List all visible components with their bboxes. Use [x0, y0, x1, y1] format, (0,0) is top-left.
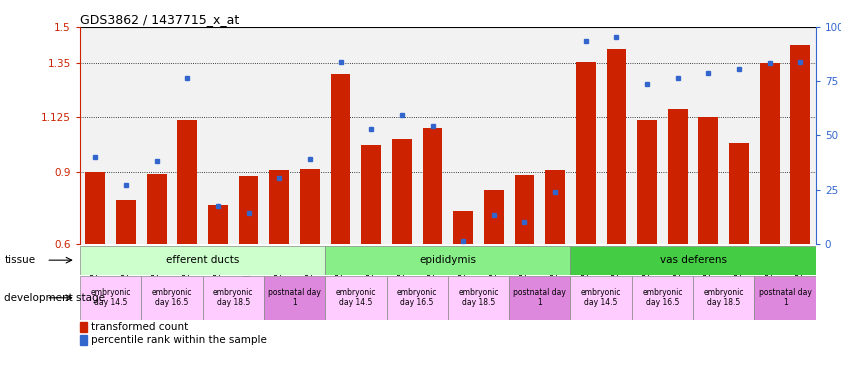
Bar	[264, 276, 325, 320]
Bar	[80, 322, 87, 332]
Text: postnatal day
1: postnatal day 1	[513, 288, 566, 308]
Bar	[362, 145, 381, 244]
Text: postnatal day
1: postnatal day 1	[759, 288, 812, 308]
Text: embryonic
day 18.5: embryonic day 18.5	[458, 288, 499, 308]
Text: embryonic
day 14.5: embryonic day 14.5	[336, 288, 376, 308]
Bar	[637, 120, 657, 244]
Bar	[545, 170, 565, 244]
Bar	[570, 246, 816, 275]
Bar	[453, 211, 473, 244]
Bar	[576, 62, 595, 244]
Text: postnatal day
1: postnatal day 1	[268, 288, 321, 308]
Text: tissue: tissue	[4, 255, 35, 265]
Bar	[208, 205, 228, 244]
Bar	[80, 246, 325, 275]
Bar	[85, 172, 105, 244]
Bar	[80, 276, 141, 320]
Bar	[269, 170, 289, 244]
Bar	[509, 276, 570, 320]
Text: percentile rank within the sample: percentile rank within the sample	[91, 335, 267, 345]
Bar	[392, 139, 412, 244]
Bar	[693, 276, 754, 320]
Bar	[754, 276, 816, 320]
Bar	[80, 335, 87, 344]
Text: embryonic
day 18.5: embryonic day 18.5	[213, 288, 253, 308]
Text: embryonic
day 16.5: embryonic day 16.5	[397, 288, 437, 308]
Bar	[300, 169, 320, 244]
Text: embryonic
day 16.5: embryonic day 16.5	[643, 288, 683, 308]
Bar	[422, 128, 442, 244]
Bar	[515, 175, 534, 244]
Bar	[116, 200, 136, 244]
Text: embryonic
day 14.5: embryonic day 14.5	[90, 288, 131, 308]
Bar	[606, 48, 627, 244]
Bar	[331, 74, 351, 244]
Bar	[177, 120, 197, 244]
Text: epididymis: epididymis	[420, 255, 476, 265]
Bar	[791, 45, 811, 244]
Bar	[759, 63, 780, 244]
Bar	[146, 174, 167, 244]
Bar	[484, 190, 504, 244]
Bar	[729, 142, 749, 244]
Bar	[632, 276, 693, 320]
Text: vas deferens: vas deferens	[659, 255, 727, 265]
Text: development stage: development stage	[4, 293, 105, 303]
Bar	[141, 276, 203, 320]
Text: embryonic
day 16.5: embryonic day 16.5	[151, 288, 192, 308]
Text: GDS3862 / 1437715_x_at: GDS3862 / 1437715_x_at	[80, 13, 239, 26]
Bar	[239, 176, 258, 244]
Bar	[325, 246, 570, 275]
Bar	[699, 117, 718, 244]
Bar	[325, 276, 387, 320]
Text: efferent ducts: efferent ducts	[166, 255, 239, 265]
Bar	[668, 109, 688, 244]
Text: embryonic
day 18.5: embryonic day 18.5	[704, 288, 744, 308]
Bar	[570, 276, 632, 320]
Bar	[387, 276, 447, 320]
Bar	[203, 276, 264, 320]
Bar	[447, 276, 509, 320]
Text: embryonic
day 14.5: embryonic day 14.5	[581, 288, 621, 308]
Text: transformed count: transformed count	[91, 322, 188, 332]
